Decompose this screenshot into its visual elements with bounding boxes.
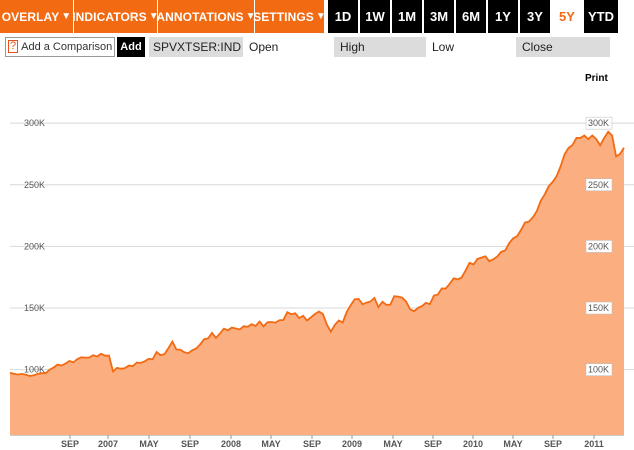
add-comparison-button[interactable]: Add bbox=[117, 36, 145, 57]
x-tick-label: MAY bbox=[383, 439, 402, 449]
y-tick-label-right: 200K bbox=[588, 241, 609, 251]
price-line bbox=[9, 130, 625, 377]
x-tick-label: SEP bbox=[303, 439, 321, 449]
range-button-1m[interactable]: 1M bbox=[392, 0, 422, 33]
x-tick-label: 2007 bbox=[98, 439, 118, 449]
range-button-ytd[interactable]: YTD bbox=[584, 0, 618, 33]
x-tick-label: SEP bbox=[424, 439, 442, 449]
settings-menu-button[interactable]: SETTINGS ▼ bbox=[253, 0, 326, 33]
y-tick-label-left: 300K bbox=[24, 118, 45, 128]
x-tick-label: 2010 bbox=[463, 439, 483, 449]
y-axis-ticks: 100K 100K 150K 150K 200K 200K 250K 250K 300K 300K bbox=[24, 116, 613, 376]
indicators-label: INDICATORS bbox=[72, 9, 147, 24]
price-area bbox=[10, 131, 624, 436]
x-tick-label: MAY bbox=[139, 439, 158, 449]
y-tick-label-right: 300K bbox=[588, 118, 609, 128]
x-tick-label: SEP bbox=[544, 439, 562, 449]
range-button-1w[interactable]: 1W bbox=[360, 0, 390, 33]
menu-bar: OVERLAY ▼ INDICATORS ▼ ANNOTATIONS ▼ SETTIN… bbox=[0, 0, 326, 33]
y-tick-badge bbox=[585, 363, 613, 376]
x-tick-label: MAY bbox=[261, 439, 280, 449]
comparison-row: ? Add a Comparison Add SPVXTSER:IND Open… bbox=[0, 36, 634, 57]
annotations-label: ANNOTATIONS bbox=[156, 9, 244, 24]
y-tick-label-right: 250K bbox=[588, 180, 609, 190]
indicators-menu-button[interactable]: INDICATORS ▼ bbox=[72, 0, 159, 33]
x-tick-label: SEP bbox=[61, 439, 79, 449]
annotations-menu-button[interactable]: ANNOTATIONS ▼ bbox=[156, 0, 256, 33]
y-tick-badge bbox=[585, 178, 613, 192]
comparison-input[interactable]: ? Add a Comparison bbox=[5, 36, 115, 57]
range-button-5y[interactable]: 5Y bbox=[552, 0, 582, 33]
print-button[interactable]: Print bbox=[585, 73, 608, 84]
range-button-1y[interactable]: 1Y bbox=[488, 0, 518, 33]
y-tick-badge bbox=[585, 240, 613, 253]
chevron-down-icon: ▼ bbox=[315, 11, 326, 22]
open-field: Open bbox=[249, 39, 279, 54]
x-axis-ticks: SEP 2007 MAY SEP 2008 MAY SEP 2009 MAY SEP 2010 MAY… bbox=[61, 435, 604, 449]
ticker-symbol: SPVXTSER:IND bbox=[149, 36, 243, 57]
y-tick-badge bbox=[585, 301, 613, 315]
overlay-label: OVERLAY bbox=[1, 9, 60, 24]
help-icon[interactable]: ? bbox=[8, 40, 19, 53]
range-button-1d[interactable]: 1D bbox=[328, 0, 358, 33]
y-tick-label-left: 250K bbox=[24, 180, 45, 190]
range-button-6m[interactable]: 6M bbox=[456, 0, 486, 33]
chevron-down-icon: ▼ bbox=[148, 11, 159, 22]
price-chart: 100K 100K 150K 150K 200K 200K 250K 250K 300K 300K… bbox=[9, 116, 634, 449]
chevron-down-icon: ▼ bbox=[245, 11, 256, 22]
x-tick-label: 2011 bbox=[584, 439, 604, 449]
x-tick-label: MAY bbox=[503, 439, 522, 449]
range-button-3m[interactable]: 3M bbox=[424, 0, 454, 33]
x-tick-label: 2008 bbox=[221, 439, 241, 449]
toolbar: OVERLAY ▼ INDICATORS ▼ ANNOTATIONS ▼ SETTIN… bbox=[0, 0, 634, 33]
time-range-selector: 1D 1W 1M 3M 6M 1Y 3Y 5Y YTD bbox=[328, 0, 620, 33]
y-tick-label-left: 200K bbox=[24, 241, 45, 251]
y-tick-label-left: 100K bbox=[24, 365, 45, 375]
close-field: Close bbox=[516, 36, 610, 57]
y-tick-label-right: 100K bbox=[588, 365, 609, 375]
y-tick-label-left: 150K bbox=[24, 303, 45, 313]
overlay-menu-button[interactable]: OVERLAY ▼ bbox=[0, 0, 74, 33]
x-tick-label: 2009 bbox=[342, 439, 362, 449]
y-tick-label-right: 150K bbox=[588, 303, 609, 313]
range-button-3y[interactable]: 3Y bbox=[520, 0, 550, 33]
high-field: High bbox=[334, 36, 426, 57]
chevron-down-icon: ▼ bbox=[61, 11, 72, 22]
x-tick-label: SEP bbox=[181, 439, 199, 449]
comparison-placeholder: Add a Comparison bbox=[21, 40, 113, 53]
low-field: Low bbox=[432, 39, 455, 54]
y-tick-badge bbox=[585, 116, 613, 130]
settings-label: SETTINGS bbox=[253, 9, 314, 24]
